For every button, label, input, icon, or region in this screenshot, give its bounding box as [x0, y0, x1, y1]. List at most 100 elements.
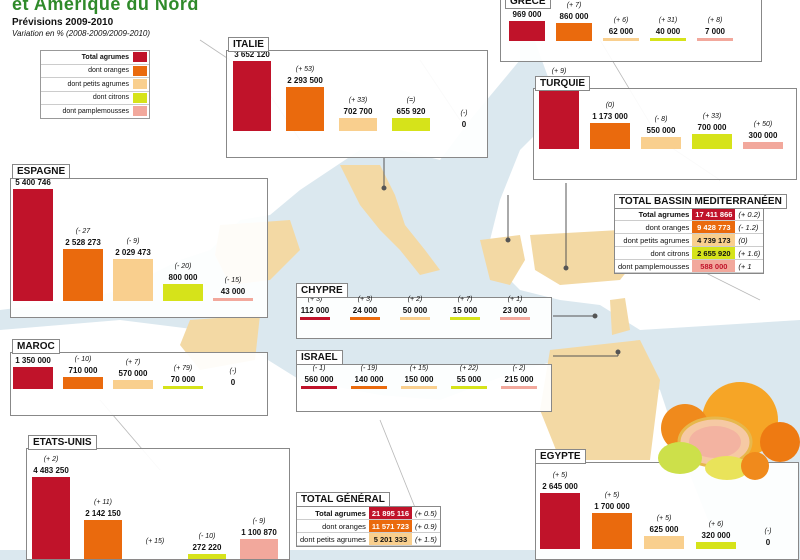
bar — [509, 21, 545, 41]
change-label: (+ 3) — [357, 296, 373, 303]
bar — [301, 386, 337, 389]
change-label: (- 27 — [75, 227, 91, 235]
legend-label: dont citrons — [92, 94, 129, 102]
bar — [451, 386, 487, 389]
panel-title-etats-unis: ETATS-UNIS — [28, 435, 97, 450]
legend-label: dont pamplemousses — [62, 107, 129, 115]
legend-item: Total agrumes — [41, 51, 149, 65]
value-label: 40 000 — [655, 27, 681, 36]
bar — [450, 317, 480, 320]
change-label: (+ 7) — [566, 2, 582, 10]
bar — [163, 386, 203, 389]
change-label: (+ 1) — [507, 296, 523, 303]
value-label: 2 142 150 — [85, 508, 121, 518]
chart-panel-egypte: 2 645 000 (+ 5) 1 700 000 (+ 5) 625 000 (+ 5)… — [535, 462, 799, 560]
bar — [540, 493, 580, 549]
bar — [350, 317, 380, 320]
chart-panel-etats-unis: 4 483 250 (+ 2) 2 142 150 (+ 11) (+ 15) 272 2… — [26, 448, 290, 560]
change-label: (+ 15) — [145, 538, 165, 545]
value-label: 272 220 — [192, 543, 222, 553]
bar — [351, 386, 387, 389]
panel-title-maroc: MAROC — [12, 339, 60, 354]
value-label: 710 000 — [68, 366, 98, 376]
table-row: dont oranges 9 428 773 (- 1.2) — [615, 220, 764, 234]
value-label: 140 000 — [354, 375, 384, 384]
bar — [63, 248, 103, 301]
bar — [641, 136, 681, 149]
change-label: (+ 79) — [173, 365, 193, 372]
value-label: 62 000 — [608, 27, 634, 36]
change-label: (- 1) — [312, 365, 326, 372]
row-change: (0) — [735, 233, 764, 247]
bar — [392, 118, 430, 131]
value-label: 700 000 — [697, 122, 727, 132]
panel-title-egypte: EGYPTE — [535, 449, 586, 464]
change-label: (+ 7) — [125, 358, 141, 366]
bar — [13, 367, 53, 389]
row-change: (+ 1 — [735, 259, 764, 273]
value-label: 23 000 — [502, 306, 528, 315]
legend-swatch — [133, 92, 147, 103]
change-label: (=) — [406, 97, 416, 105]
change-label: (+ 22) — [459, 365, 479, 372]
change-label: (- 10) — [198, 533, 216, 541]
page-note: Variation en % (2008-2009/2009-2010) — [12, 29, 151, 38]
chart-panel-grece: 969 000 (+ 8) 860 000 (+ 7) 62 000 (+ 6) 40 00… — [500, 0, 762, 62]
change-label: (+ 31) — [658, 17, 678, 24]
row-value: 11 571 723 — [368, 519, 412, 533]
row-label: dont oranges — [297, 519, 369, 533]
row-label: Total agrumes — [297, 507, 369, 520]
change-label: (-) — [764, 528, 772, 535]
value-label: 2 029 473 — [115, 247, 151, 257]
value-label: 1 700 000 — [594, 502, 630, 511]
change-label: (+ 6) — [708, 521, 724, 529]
change-label: (- 9) — [126, 237, 140, 245]
bar — [743, 142, 783, 149]
bar — [63, 377, 103, 389]
bar — [339, 117, 377, 131]
legend-swatch — [133, 106, 147, 117]
citrus-fruit-illustration — [658, 382, 800, 480]
change-label: (+ 15) — [409, 365, 429, 372]
row-change: (+ 0.5) — [412, 507, 440, 520]
row-value: 9 428 773 — [692, 220, 736, 234]
bar — [692, 133, 732, 149]
legend-item: dont citrons — [41, 92, 149, 105]
legend-label: Total agrumes — [81, 53, 129, 61]
value-label: 570 000 — [118, 368, 148, 378]
change-label: (+ 33) — [348, 96, 368, 104]
chart-panel-turquie: 2 723 000(+ 9)1 173 000(0)550 000(- 8)70… — [533, 68, 797, 180]
change-label: (+ 53) — [295, 66, 315, 74]
value-label: 0 — [461, 120, 467, 129]
value-label: 969 000 — [512, 10, 542, 19]
bar — [603, 38, 639, 41]
change-label: (+ 5) — [604, 492, 620, 499]
change-label: (- 10) — [74, 356, 92, 364]
change-label: (- 9) — [252, 517, 266, 525]
bar — [500, 317, 530, 320]
change-label: (- 8) — [654, 115, 668, 123]
legend-item: dont oranges — [41, 65, 149, 78]
bar — [644, 535, 684, 549]
change-label: (+ 5) — [552, 472, 568, 479]
value-label: 1 100 870 — [241, 527, 277, 537]
value-label: 320 000 — [701, 531, 731, 541]
row-label: dont pamplemousses — [615, 259, 693, 273]
bar — [213, 298, 253, 301]
bar — [163, 284, 203, 301]
chart-panel-maroc: 1 350 000(- 1)710 000(- 10)570 000(+ 7)7… — [10, 346, 268, 416]
legend-swatch — [133, 65, 147, 76]
value-label: 300 000 — [748, 131, 778, 141]
legend-item: dont petits agrumes — [41, 78, 149, 92]
row-label: dont oranges — [615, 220, 693, 234]
row-value: 588 000 — [692, 259, 736, 273]
change-label: (+ 11) — [94, 498, 112, 506]
row-change: (+ 0.9) — [412, 519, 440, 533]
bar — [113, 379, 153, 389]
legend-label: dont petits agrumes — [67, 80, 129, 88]
value-label: 2 645 000 — [542, 482, 578, 491]
change-label: (+ 5) — [656, 514, 672, 522]
change-label: (+ 7) — [457, 296, 473, 303]
bar — [300, 317, 330, 320]
panel-title-israel: ISRAEL — [296, 350, 343, 365]
